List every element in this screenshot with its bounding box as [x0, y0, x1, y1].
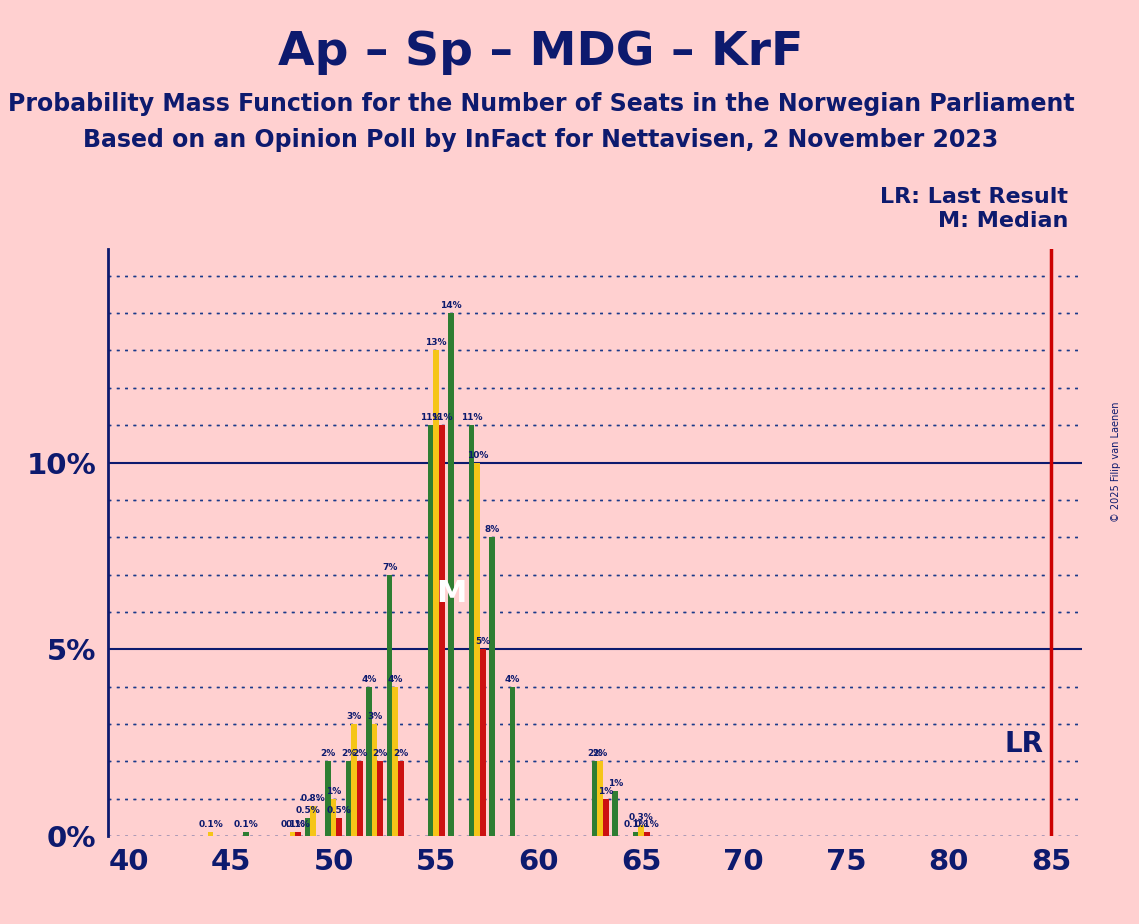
Bar	[208, 833, 213, 836]
Bar	[439, 425, 444, 836]
Text: 2%: 2%	[393, 749, 409, 759]
Text: 10%: 10%	[467, 451, 487, 459]
Text: 0.5%: 0.5%	[327, 806, 352, 815]
Text: 2%: 2%	[592, 749, 608, 759]
Text: 8%: 8%	[484, 525, 500, 534]
Text: 0.1%: 0.1%	[634, 821, 659, 830]
Bar	[633, 833, 639, 836]
Text: © 2025 Filip van Laenen: © 2025 Filip van Laenen	[1112, 402, 1121, 522]
Text: 13%: 13%	[426, 338, 446, 347]
Bar	[305, 818, 311, 836]
Text: M: M	[436, 578, 466, 608]
Text: 1%: 1%	[598, 787, 614, 796]
Text: LR: Last Result: LR: Last Result	[880, 187, 1068, 207]
Bar	[377, 761, 383, 836]
Text: 1%: 1%	[607, 779, 623, 788]
Bar	[639, 825, 644, 836]
Bar	[644, 833, 649, 836]
Bar	[398, 761, 403, 836]
Text: 7%: 7%	[382, 563, 398, 572]
Text: Probability Mass Function for the Number of Seats in the Norwegian Parliament: Probability Mass Function for the Number…	[8, 92, 1074, 116]
Text: 0.5%: 0.5%	[295, 806, 320, 815]
Text: 0.8%: 0.8%	[301, 795, 326, 803]
Bar	[434, 350, 439, 836]
Bar	[393, 687, 398, 836]
Bar	[449, 313, 454, 836]
Text: 2%: 2%	[587, 749, 603, 759]
Text: 5%: 5%	[475, 638, 491, 647]
Bar	[510, 687, 516, 836]
Text: 0.1%: 0.1%	[198, 821, 223, 830]
Bar	[352, 724, 357, 836]
Text: 3%: 3%	[346, 712, 362, 721]
Text: 11%: 11%	[461, 413, 483, 422]
Bar	[469, 425, 475, 836]
Bar	[346, 761, 352, 836]
Text: 2%: 2%	[320, 749, 336, 759]
Text: 0.1%: 0.1%	[233, 821, 259, 830]
Bar	[592, 761, 598, 836]
Bar	[613, 791, 618, 836]
Bar	[290, 833, 295, 836]
Text: 1%: 1%	[326, 787, 342, 796]
Bar	[311, 807, 316, 836]
Text: 3%: 3%	[367, 712, 383, 721]
Text: 0.1%: 0.1%	[280, 821, 305, 830]
Bar	[326, 761, 331, 836]
Bar	[387, 575, 393, 836]
Bar	[331, 799, 336, 836]
Bar	[475, 463, 480, 836]
Text: 0.1%: 0.1%	[286, 821, 311, 830]
Text: 2%: 2%	[352, 749, 368, 759]
Text: 4%: 4%	[505, 675, 521, 684]
Bar	[295, 833, 301, 836]
Bar	[603, 799, 608, 836]
Bar	[367, 687, 372, 836]
Text: 0.1%: 0.1%	[623, 821, 648, 830]
Text: 14%: 14%	[441, 301, 462, 310]
Bar	[490, 537, 495, 836]
Text: 0.3%: 0.3%	[629, 813, 654, 822]
Text: 4%: 4%	[361, 675, 377, 684]
Text: 4%: 4%	[387, 675, 403, 684]
Bar	[428, 425, 434, 836]
Bar	[372, 724, 377, 836]
Bar	[480, 650, 485, 836]
Text: 11%: 11%	[431, 413, 452, 422]
Text: M: Median: M: Median	[939, 211, 1068, 231]
Bar	[336, 818, 342, 836]
Bar	[598, 761, 603, 836]
Text: Ap – Sp – MDG – KrF: Ap – Sp – MDG – KrF	[278, 30, 804, 75]
Bar	[244, 833, 249, 836]
Text: Based on an Opinion Poll by InFact for Nettavisen, 2 November 2023: Based on an Opinion Poll by InFact for N…	[83, 128, 999, 152]
Text: 2%: 2%	[341, 749, 357, 759]
Text: LR: LR	[1005, 730, 1043, 758]
Text: 11%: 11%	[420, 413, 442, 422]
Text: 2%: 2%	[372, 749, 388, 759]
Bar	[357, 761, 362, 836]
